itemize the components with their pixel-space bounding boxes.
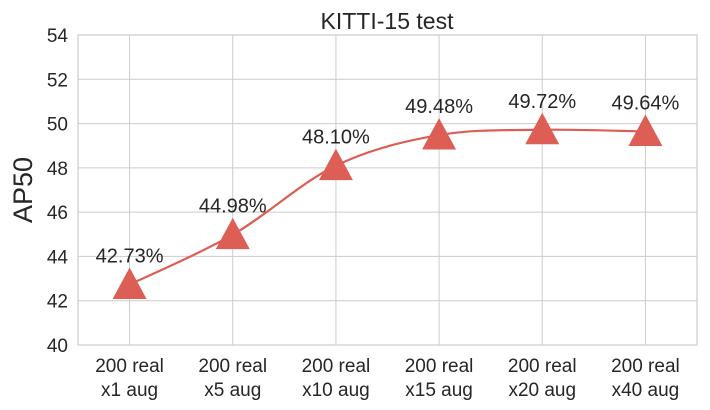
data-point-marker <box>628 114 663 146</box>
x-axis-ticks: 200 real x1 aug 200 real x5 aug 200 real x10 … <box>95 356 680 401</box>
y-axis-ticks: 40 42 44 46 48 50 52 54 <box>47 26 69 357</box>
data-point-marker <box>215 217 250 250</box>
data-labels: 42.73% 44.98% 48.10% 49.48% 49.72% 49.64% <box>96 91 680 268</box>
x-tick-label: 200 real <box>508 356 577 377</box>
y-tick-label: 44 <box>47 247 69 268</box>
series-markers <box>112 112 663 299</box>
x-tick-label: 200 real <box>405 356 474 377</box>
data-label: 48.10% <box>302 127 370 149</box>
data-label: 42.73% <box>96 246 164 268</box>
x-tick-label: x5 aug <box>204 380 261 401</box>
x-tick-label: x20 aug <box>508 380 576 401</box>
y-tick-label: 40 <box>47 336 68 357</box>
data-label: 49.48% <box>405 96 473 118</box>
data-label: 44.98% <box>199 196 267 218</box>
data-label: 49.64% <box>611 93 679 115</box>
x-tick-label: x40 aug <box>612 380 680 401</box>
x-tick-label: 200 real <box>198 356 267 377</box>
y-tick-label: 52 <box>47 70 68 91</box>
y-tick-label: 46 <box>47 203 68 224</box>
data-point-marker <box>318 148 353 181</box>
data-point-marker <box>112 267 147 299</box>
x-tick-label: 200 real <box>95 356 164 377</box>
plot-frame <box>77 34 698 346</box>
y-tick-label: 54 <box>47 26 69 47</box>
y-axis-label: AP50 <box>8 157 38 223</box>
data-point-marker <box>525 112 560 145</box>
y-tick-label: 42 <box>47 292 68 313</box>
grid <box>78 34 697 346</box>
x-tick-label: x1 aug <box>101 380 158 401</box>
x-tick-label: 200 real <box>302 356 371 377</box>
data-label: 49.72% <box>508 91 576 113</box>
y-tick-label: 48 <box>47 159 68 180</box>
x-tick-label: x10 aug <box>302 380 370 401</box>
chart-title: KITTI-15 test <box>321 8 455 34</box>
x-tick-label: 200 real <box>611 356 680 377</box>
y-tick-label: 50 <box>47 115 68 136</box>
x-tick-label: x15 aug <box>405 380 473 401</box>
data-point-marker <box>422 118 457 150</box>
